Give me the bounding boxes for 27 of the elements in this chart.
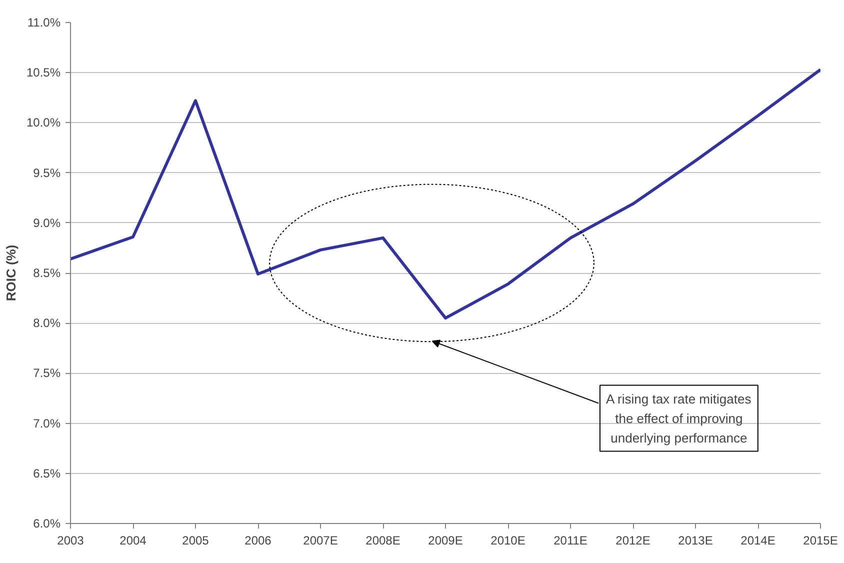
x-tick-label: 2014E bbox=[740, 534, 776, 548]
x-tick-label: 2005 bbox=[182, 534, 210, 548]
x-tick-label: 2007E bbox=[303, 534, 338, 548]
y-tick-label: 10.0% bbox=[26, 116, 61, 130]
line-series bbox=[70, 68, 820, 320]
y-tick-label: 7.5% bbox=[33, 366, 61, 380]
x-tick-label: 2012E bbox=[616, 534, 650, 548]
y-tick-label: 8.5% bbox=[33, 266, 61, 280]
y-tick-label: 6.5% bbox=[33, 466, 61, 480]
y-tick-label: 11.0% bbox=[27, 16, 61, 30]
y-tick-label: 8.0% bbox=[33, 316, 61, 330]
x-tick-label: 2003 bbox=[57, 534, 84, 548]
y-tick-label: 9.5% bbox=[33, 166, 61, 180]
x-tick-label: 2015E bbox=[803, 534, 838, 548]
y-axis-title: ROIC (%) bbox=[3, 244, 18, 302]
x-tick-label: 2006 bbox=[244, 534, 272, 548]
y-tick-label: 10.5% bbox=[26, 66, 61, 80]
x-tick-label: 2009E bbox=[428, 534, 463, 548]
x-tick-label: 2008E bbox=[366, 534, 400, 548]
x-tick-label: 2011E bbox=[554, 534, 588, 548]
y-tick-label: 6.0% bbox=[33, 516, 61, 530]
x-tick-label: 2004 bbox=[120, 534, 147, 548]
y-tick-label: 9.0% bbox=[33, 216, 61, 230]
x-tick-label: 2010E bbox=[490, 534, 526, 548]
y-tick-label: 7.0% bbox=[33, 416, 61, 430]
x-tick-label: 2013E bbox=[678, 534, 713, 548]
annotation: A rising tax rate mitigates the effect of improving underlying performance bbox=[606, 391, 752, 446]
